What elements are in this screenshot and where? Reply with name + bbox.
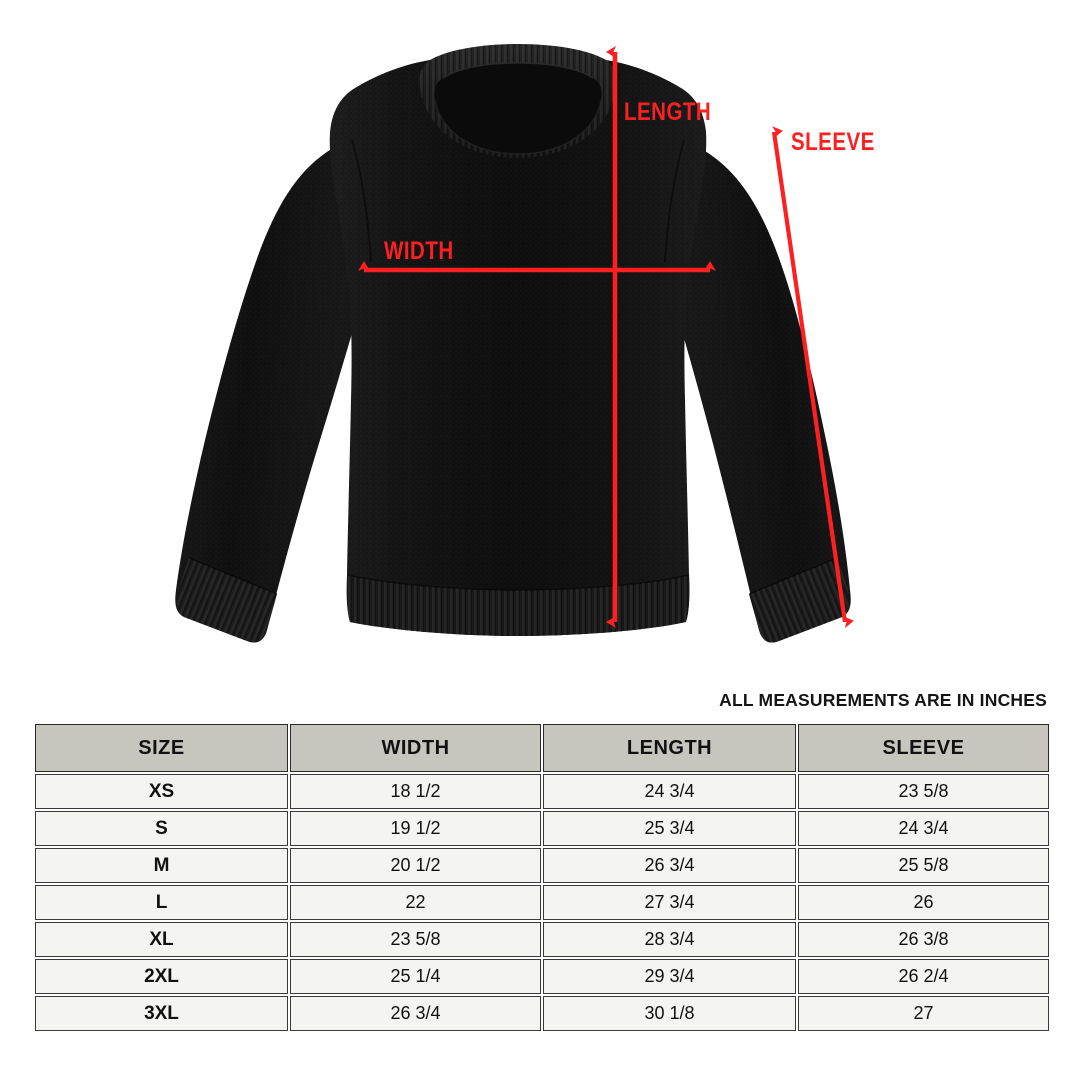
cell-size: 2XL bbox=[35, 959, 288, 994]
left-sleeve bbox=[175, 148, 372, 643]
width-label: WIDTH bbox=[384, 237, 454, 265]
table-body: XS 18 1/2 24 3/4 23 5/8 S 19 1/2 25 3/4 … bbox=[35, 774, 1049, 1031]
cell-width: 20 1/2 bbox=[290, 848, 541, 883]
cell-size: S bbox=[35, 811, 288, 846]
cell-length: 25 3/4 bbox=[543, 811, 796, 846]
table-row: XS 18 1/2 24 3/4 23 5/8 bbox=[35, 774, 1049, 809]
cell-width: 26 3/4 bbox=[290, 996, 541, 1031]
length-label: LENGTH bbox=[624, 98, 712, 126]
garment-illustration: LENGTH SLEEVE WIDTH bbox=[175, 44, 875, 643]
cell-sleeve: 24 3/4 bbox=[798, 811, 1049, 846]
cell-width: 19 1/2 bbox=[290, 811, 541, 846]
cell-width: 23 5/8 bbox=[290, 922, 541, 957]
column-header-size: SIZE bbox=[35, 724, 288, 772]
cell-sleeve: 25 5/8 bbox=[798, 848, 1049, 883]
table-header-row: SIZE WIDTH LENGTH SLEEVE bbox=[35, 724, 1049, 772]
table-row: 2XL 25 1/4 29 3/4 26 2/4 bbox=[35, 959, 1049, 994]
measurement-arrows bbox=[358, 46, 854, 629]
table-row: M 20 1/2 26 3/4 25 5/8 bbox=[35, 848, 1049, 883]
cell-size: 3XL bbox=[35, 996, 288, 1031]
measurement-units-caption: ALL MEASUREMENTS ARE IN INCHES bbox=[719, 690, 1047, 710]
cell-size: XL bbox=[35, 922, 288, 957]
column-header-width: WIDTH bbox=[290, 724, 541, 772]
cell-size: M bbox=[35, 848, 288, 883]
cell-length: 26 3/4 bbox=[543, 848, 796, 883]
table-row: XL 23 5/8 28 3/4 26 3/8 bbox=[35, 922, 1049, 957]
cell-width: 18 1/2 bbox=[290, 774, 541, 809]
cell-sleeve: 26 3/8 bbox=[798, 922, 1049, 957]
cell-sleeve: 27 bbox=[798, 996, 1049, 1031]
size-chart-table-wrapper: SIZE WIDTH LENGTH SLEEVE XS 18 1/2 24 3/… bbox=[33, 722, 1049, 1033]
size-chart-table: SIZE WIDTH LENGTH SLEEVE XS 18 1/2 24 3/… bbox=[33, 722, 1051, 1033]
table-row: S 19 1/2 25 3/4 24 3/4 bbox=[35, 811, 1049, 846]
cell-width: 22 bbox=[290, 885, 541, 920]
table-row: L 22 27 3/4 26 bbox=[35, 885, 1049, 920]
sleeve-label: SLEEVE bbox=[791, 128, 875, 156]
cell-sleeve: 23 5/8 bbox=[798, 774, 1049, 809]
column-header-length: LENGTH bbox=[543, 724, 796, 772]
cell-length: 30 1/8 bbox=[543, 996, 796, 1031]
cell-length: 27 3/4 bbox=[543, 885, 796, 920]
table-row: 3XL 26 3/4 30 1/8 27 bbox=[35, 996, 1049, 1031]
cell-sleeve: 26 bbox=[798, 885, 1049, 920]
cell-width: 25 1/4 bbox=[290, 959, 541, 994]
cell-length: 29 3/4 bbox=[543, 959, 796, 994]
sleeve-arrow bbox=[771, 126, 854, 629]
cell-sleeve: 26 2/4 bbox=[798, 959, 1049, 994]
sweater-figure bbox=[175, 44, 854, 643]
column-header-sleeve: SLEEVE bbox=[798, 724, 1049, 772]
cell-size: XS bbox=[35, 774, 288, 809]
cell-length: 28 3/4 bbox=[543, 922, 796, 957]
collar bbox=[419, 44, 617, 158]
cell-size: L bbox=[35, 885, 288, 920]
cell-length: 24 3/4 bbox=[543, 774, 796, 809]
